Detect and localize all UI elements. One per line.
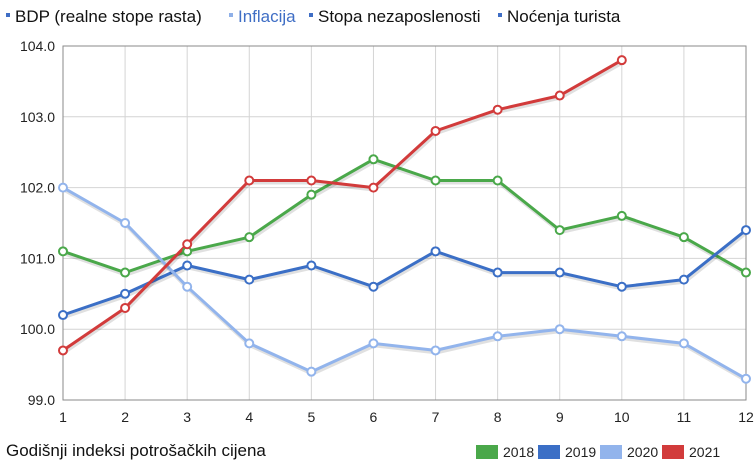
tab-label: Inflacija: [238, 7, 296, 26]
tab-label: Noćenja turista: [507, 7, 621, 26]
legend-item-2020: 2020: [600, 442, 658, 462]
series-line-2019: [62, 228, 747, 317]
data-point-2021: [430, 125, 441, 136]
bullet-icon: [309, 12, 313, 17]
legend-swatch: [600, 445, 622, 460]
legend-swatch: [662, 445, 684, 460]
data-point-2021: [182, 239, 193, 250]
data-point-2021: [492, 104, 503, 115]
x-tick-label: 9: [556, 409, 564, 425]
data-point-2019: [306, 260, 317, 271]
data-point-2020: [741, 373, 751, 384]
data-point-2019: [244, 274, 255, 285]
legend-swatch: [476, 445, 498, 460]
y-tick-label: 104.0: [20, 38, 55, 54]
x-tick-label: 11: [677, 409, 692, 425]
tab-label: Stopa nezaposlenosti: [318, 7, 481, 26]
data-point-2020: [58, 182, 68, 193]
data-point-2018: [120, 267, 131, 278]
series-line-2018: [62, 157, 747, 275]
data-point-2019: [492, 267, 503, 278]
data-point-2020: [678, 338, 689, 349]
data-point-2019: [616, 281, 627, 292]
data-point-2018: [58, 246, 68, 257]
plot-frame: [62, 45, 747, 401]
chart-caption: Godišnji indeksi potrošačkih cijena: [6, 441, 266, 460]
tab-nocenja-turista[interactable]: Noćenja turista: [498, 6, 620, 28]
x-tick-label: 7: [432, 409, 440, 425]
data-point-2020: [616, 331, 627, 342]
data-point-2020: [306, 366, 317, 377]
data-point-2021: [306, 175, 317, 186]
x-tick-label: 12: [738, 409, 754, 425]
data-point-2019: [554, 267, 565, 278]
y-tick-label: 103.0: [20, 109, 55, 125]
x-tick-label: 8: [494, 409, 502, 425]
data-point-2020: [182, 281, 193, 292]
data-point-2020: [492, 331, 503, 342]
data-point-2020: [554, 324, 565, 335]
data-point-2020: [244, 338, 255, 349]
legend-item-2019: 2019: [538, 442, 596, 462]
legend-label: 2019: [565, 444, 597, 460]
data-point-2018: [306, 189, 317, 200]
data-point-2019: [678, 274, 689, 285]
data-point-2021: [616, 55, 627, 66]
data-point-2021: [120, 302, 131, 313]
data-point-2019: [368, 281, 379, 292]
data-point-2019: [430, 246, 441, 257]
data-point-2018: [244, 232, 255, 243]
indicator-tabs: BDP (realne stope rasta) Inflacija Stopa…: [0, 0, 756, 34]
legend-label: 2020: [627, 444, 659, 460]
data-point-2020: [368, 338, 379, 349]
data-point-2019: [182, 260, 193, 271]
data-point-2018: [616, 210, 627, 221]
data-point-2019: [120, 288, 131, 299]
legend-label: 2021: [689, 444, 721, 460]
series-line-2020: [62, 186, 747, 381]
x-tick-label: 5: [307, 409, 315, 425]
x-tick-label: 6: [370, 409, 378, 425]
bullet-icon: [229, 12, 233, 17]
y-tick-label: 99.0: [28, 392, 55, 408]
x-tick-label: 1: [59, 409, 67, 425]
data-point-2021: [368, 182, 379, 193]
legend-item-2018: 2018: [476, 442, 534, 462]
y-tick-label: 102.0: [20, 180, 55, 196]
series-line-shadow-2018: [63, 159, 748, 277]
tab-stopa-nezaposlenosti[interactable]: Stopa nezaposlenosti: [309, 6, 481, 28]
data-point-2018: [430, 175, 441, 186]
x-tick-label: 2: [121, 409, 129, 425]
y-tick-label: 101.0: [20, 250, 55, 266]
tab-bdp[interactable]: BDP (realne stope rasta): [6, 6, 202, 28]
legend-swatch: [538, 445, 560, 460]
data-point-2018: [678, 232, 689, 243]
bullet-icon: [6, 12, 10, 17]
tab-inflacija[interactable]: Inflacija: [229, 6, 296, 28]
legend-label: 2018: [503, 444, 535, 460]
series-line-2021: [62, 58, 623, 352]
series-line-shadow-2019: [63, 230, 749, 319]
tab-label: BDP (realne stope rasta): [15, 7, 202, 26]
data-point-2020: [120, 218, 131, 228]
data-point-2019: [58, 310, 68, 321]
data-point-2021: [58, 345, 68, 356]
bullet-icon: [498, 12, 502, 17]
legend-item-2021: 2021: [662, 442, 720, 462]
data-point-2018: [492, 175, 503, 186]
series-line-shadow-2021: [62, 60, 624, 355]
data-point-2021: [554, 90, 565, 101]
x-tick-label: 4: [245, 409, 253, 425]
data-point-2018: [554, 225, 565, 236]
x-tick-label: 3: [183, 409, 191, 425]
data-point-2020: [430, 345, 441, 356]
data-point-2018: [741, 267, 751, 278]
data-point-2019: [741, 225, 751, 236]
data-point-2021: [244, 175, 255, 186]
data-point-2018: [368, 154, 379, 165]
y-tick-label: 100.0: [20, 321, 55, 337]
x-tick-label: 10: [614, 409, 630, 425]
